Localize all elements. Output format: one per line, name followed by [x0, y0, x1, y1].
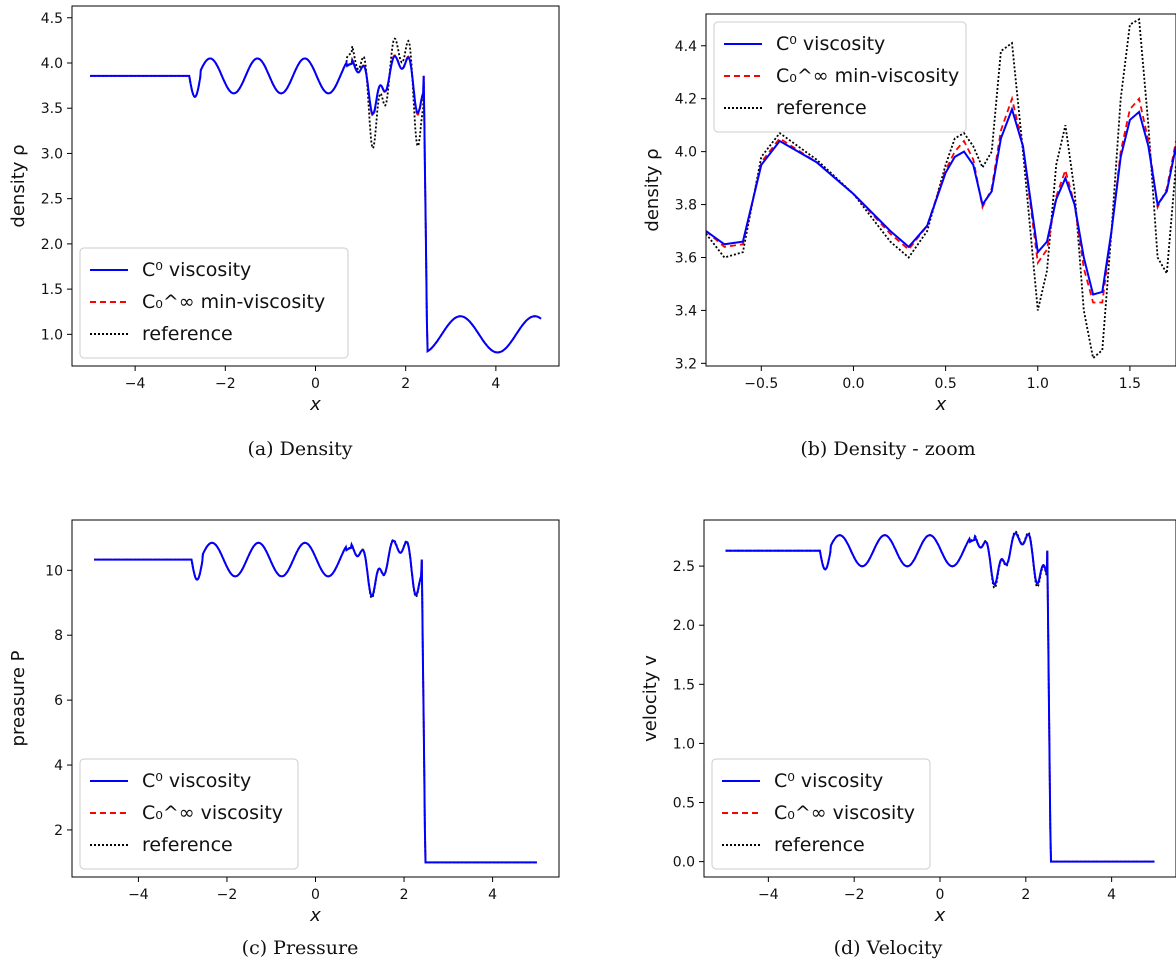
x-tick-label: 4	[488, 887, 497, 903]
series-line-c0	[94, 539, 537, 864]
y-tick-label: 2.0	[41, 237, 63, 253]
pressure-chart: −4 −2 0 2 4 2 4 6 8 10 x preasure P C⁰ viscosity C₀^∞…	[8, 519, 560, 926]
x-tick-label: 0	[311, 376, 320, 392]
y-tick-label: 1.0	[41, 327, 63, 343]
panel-velocity: −4 −2 0 2 4 0.0 0.5 1.0 1.5 2.0 2.5 x velocity v C⁰ v…	[600, 510, 1176, 959]
y-tick-label: 4	[54, 758, 63, 774]
x-tick-label: 1.5	[1119, 376, 1141, 392]
plot-area	[725, 530, 1155, 863]
caption-pressure: (c) Pressure	[241, 937, 359, 959]
x-tick-label: −4	[128, 887, 149, 903]
y-tick-label: 3.8	[675, 198, 697, 214]
legend-entry: reference	[142, 323, 233, 345]
legend-entry: reference	[776, 97, 867, 119]
legend-entry: C₀^∞ viscosity	[142, 802, 283, 824]
x-tick-label: 1.0	[1027, 376, 1049, 392]
y-tick-label: 4.5	[41, 11, 63, 27]
series-line-c0	[706, 106, 1176, 296]
legend-entry: reference	[774, 834, 865, 856]
series-line-reference	[706, 17, 1176, 360]
x-tick-label: −2	[844, 887, 865, 903]
x-tick-label: 0	[311, 887, 320, 903]
y-tick-label: 1.5	[673, 677, 695, 693]
x-tick-label: −2	[215, 376, 236, 392]
legend-entry: C⁰ viscosity	[142, 770, 251, 792]
y-tick-label: 3.2	[675, 356, 697, 372]
panel-pressure: −4 −2 0 2 4 2 4 6 8 10 x preasure P C⁰ viscosity C₀^∞…	[0, 510, 600, 959]
legend	[713, 21, 967, 133]
density-chart: −4 −2 0 2 4 1.0 1.5 2.0 2.5 3.0 3.5 4.0 4.5 x density …	[8, 5, 560, 415]
velocity-chart: −4 −2 0 2 4 0.0 0.5 1.0 1.5 2.0 2.5 x velocity v C⁰ v…	[640, 519, 1176, 926]
y-tick-label: 3.5	[41, 101, 63, 117]
panel-density: −4 −2 0 2 4 1.0 1.5 2.0 2.5 3.0 3.5 4.0 4.5 x density …	[0, 0, 600, 460]
x-tick-label: 2	[400, 887, 409, 903]
y-tick-label: 3.6	[675, 250, 697, 266]
y-axis-label: velocity v	[640, 655, 661, 742]
plot-area	[94, 538, 537, 864]
legend-entry: C⁰ viscosity	[774, 770, 883, 792]
x-tick-label: −4	[125, 376, 146, 392]
x-tick-label: 0	[936, 887, 945, 903]
legend-entry: C₀^∞ min-viscosity	[776, 65, 959, 87]
x-tick-label: −2	[217, 887, 238, 903]
series-line-c0	[725, 532, 1155, 863]
y-tick-label: 1.0	[673, 736, 695, 752]
y-axis-label: preasure P	[8, 650, 29, 746]
legend	[79, 758, 299, 870]
y-tick-label: 0.0	[673, 855, 695, 871]
x-tick-label: −4	[758, 887, 779, 903]
y-tick-label: 2.5	[673, 559, 695, 575]
x-tick-label: 2	[1021, 887, 1030, 903]
y-tick-label: 3.4	[675, 303, 697, 319]
legend	[79, 247, 349, 359]
y-tick-label: 8	[54, 628, 63, 644]
y-tick-label: 4.0	[41, 56, 63, 72]
x-tick-label: −0.5	[744, 376, 778, 392]
panel-density-zoom: −0.5 0.0 0.5 1.0 1.5 3.2 3.4 3.6 3.8 4.0 4.2 4.4 x de…	[600, 0, 1176, 460]
x-tick-label: 2	[401, 376, 410, 392]
y-tick-label: 2	[54, 823, 63, 839]
plot-area	[706, 17, 1176, 360]
x-tick-label: 0.0	[842, 376, 864, 392]
legend-entry: reference	[142, 834, 233, 856]
y-tick-label: 2.5	[41, 192, 63, 208]
x-axis-label: x	[934, 905, 946, 926]
plot-area	[90, 37, 542, 354]
y-tick-label: 4.0	[675, 145, 697, 161]
x-axis-label: x	[935, 394, 947, 415]
x-tick-label: 0.5	[934, 376, 956, 392]
y-tick-label: 10	[45, 563, 63, 579]
y-tick-label: 2.0	[673, 618, 695, 634]
legend-entry: C⁰ viscosity	[142, 259, 251, 281]
x-tick-label: 4	[1107, 887, 1116, 903]
y-tick-label: 1.5	[41, 282, 63, 298]
axes-frame	[705, 13, 1176, 367]
legend-entry: C₀^∞ viscosity	[774, 802, 915, 824]
legend	[711, 758, 931, 870]
x-tick-label: 4	[491, 376, 500, 392]
y-tick-label: 4.2	[675, 92, 697, 108]
y-tick-label: 6	[54, 693, 63, 709]
y-tick-label: 0.5	[673, 796, 695, 812]
series-line-c0	[90, 55, 542, 354]
y-tick-label: 3.0	[41, 146, 63, 162]
x-axis-label: x	[309, 905, 321, 926]
y-tick-label: 4.4	[675, 39, 697, 55]
y-axis-label: density ρ	[642, 148, 663, 231]
y-axis-label: density ρ	[8, 144, 29, 227]
caption-velocity: (d) Velocity	[833, 937, 943, 959]
legend-entry: C₀^∞ min-viscosity	[142, 291, 325, 313]
legend-entry: C⁰ viscosity	[776, 33, 885, 55]
caption-density: (a) Density	[247, 438, 353, 460]
density-zoom-chart: −0.5 0.0 0.5 1.0 1.5 3.2 3.4 3.6 3.8 4.0 4.2 4.4 x de…	[642, 13, 1176, 415]
x-axis-label: x	[309, 394, 321, 415]
caption-density-zoom: (b) Density - zoom	[800, 438, 976, 460]
